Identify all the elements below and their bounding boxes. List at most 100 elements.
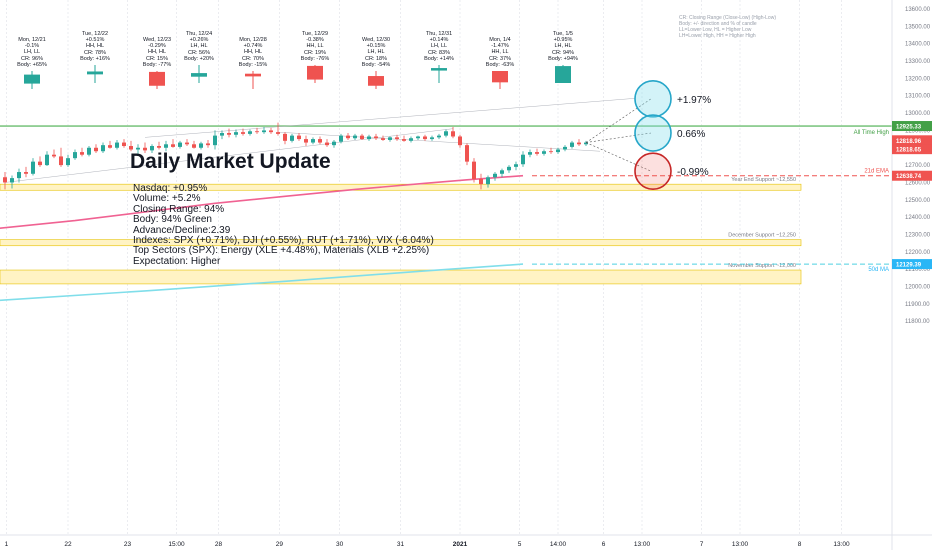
candle-body xyxy=(528,152,532,155)
legend-line: LL=Lower Low, HL = Higher Low xyxy=(679,27,752,33)
daily-caption: Mon, 12/21 -0.1% LH, LL CR: 96% Body: +65% xyxy=(0,37,64,68)
candle-body xyxy=(171,144,175,147)
mini-candle-body xyxy=(307,65,323,80)
candle-body xyxy=(374,136,378,139)
caption-line: HH, LL xyxy=(306,43,324,50)
caption-line: CR: 15% xyxy=(145,55,168,62)
candle-body xyxy=(353,135,357,139)
price-label: 12129.39 xyxy=(896,263,922,269)
candle-body xyxy=(514,164,518,167)
caption-line: HH, HL xyxy=(147,49,167,56)
projection-circle xyxy=(634,114,672,152)
ma50-line xyxy=(0,263,524,302)
candle-body xyxy=(556,149,560,153)
caption-line: CR: 19% xyxy=(303,49,326,56)
candle-body xyxy=(66,158,70,166)
caption-line: LH, LL xyxy=(430,43,448,50)
caption-line: Body: -54% xyxy=(361,61,391,68)
x-tick-label: 8 xyxy=(798,541,802,548)
caption-line: Tue, 1/5 xyxy=(553,31,573,37)
x-tick-label: 13:00 xyxy=(833,541,850,548)
x-tick-label: 13:00 xyxy=(732,541,749,548)
legend-line: CR: Closing Range (Close-Low) (High-Low) xyxy=(679,15,776,21)
caption-line: CR: 94% xyxy=(551,49,574,56)
y-tick-label: 13500.00 xyxy=(905,24,931,30)
candle-body xyxy=(52,154,56,157)
legend-notes: CR: Closing Range (Close-Low) (High-Low)… xyxy=(679,15,776,39)
caption-line: Thu, 12/31 xyxy=(425,31,453,37)
price-label-box xyxy=(892,121,932,132)
caption-line: +0.51% xyxy=(85,37,105,44)
caption-line: LH, HL xyxy=(367,49,385,56)
note-line: Nasdaq: +0.95% xyxy=(133,183,208,194)
y-tick-label: 12300.00 xyxy=(905,232,931,238)
daily-caption: Mon, 1/4 -1.47% HH, LL CR: 37% Body: -63% xyxy=(468,37,532,68)
candle-body xyxy=(255,131,259,133)
candle-body xyxy=(444,131,448,136)
candle-body xyxy=(577,142,581,145)
caption-line: HH, LL xyxy=(491,49,509,56)
caption-line: LH, HL xyxy=(190,43,208,50)
candle-body xyxy=(437,135,441,138)
caption-line: Body: -15% xyxy=(238,61,268,68)
candle-body xyxy=(220,133,224,136)
ema21-line xyxy=(0,174,524,230)
candle-body xyxy=(157,146,161,148)
candle-body xyxy=(395,137,399,140)
price-label-box xyxy=(892,259,932,270)
note-line: Closing Range: 94% xyxy=(133,203,225,215)
x-tick-label: 13:00 xyxy=(634,541,651,548)
candle-body xyxy=(479,178,483,185)
candle-body xyxy=(3,177,7,183)
caption-line: -1.47% xyxy=(491,43,509,50)
mini-candle-body xyxy=(555,66,571,83)
caption-line: CR: 18% xyxy=(364,55,387,62)
candle-body xyxy=(115,142,119,148)
caption-line: LH, LL xyxy=(23,49,41,56)
caption-line: CR: 78% xyxy=(83,49,106,56)
candle-body xyxy=(549,151,553,153)
candle-body xyxy=(409,138,413,141)
projection-path xyxy=(585,132,652,143)
caption-line: Body: +20% xyxy=(184,55,214,62)
caption-line: Mon, 1/4 xyxy=(489,37,511,43)
candle-body xyxy=(59,156,63,166)
candle-body xyxy=(472,161,476,179)
x-tick-label: 28 xyxy=(215,541,223,548)
y-tick-label: 12100.00 xyxy=(905,267,931,273)
caption-line: Wed, 12/23 xyxy=(142,37,172,43)
daily-caption: Tue, 1/5 +0.95% LH, HL CR: 94% Body: +94% xyxy=(531,31,595,62)
projection-label: +1.97% xyxy=(677,95,711,106)
caption-line: Body: -77% xyxy=(142,61,172,68)
candle-body xyxy=(465,145,469,162)
note-line: Body: 94% Green xyxy=(133,214,212,226)
candle-body xyxy=(563,146,567,150)
price-label-box xyxy=(892,170,932,181)
support-zone-label: November Support ~12,000 xyxy=(728,263,796,269)
candle-body xyxy=(290,135,294,141)
candle-body xyxy=(542,151,546,154)
candle-body xyxy=(325,142,329,146)
candle-body xyxy=(486,177,490,185)
y-tick-label: 13600.00 xyxy=(905,7,931,13)
candle-body xyxy=(248,131,252,134)
candle-body xyxy=(360,135,364,140)
candle-body xyxy=(535,152,539,154)
candle-body xyxy=(493,173,497,178)
support-zone xyxy=(0,239,802,247)
y-tick-label: 11900.00 xyxy=(905,302,930,308)
x-tick-label: 6 xyxy=(602,541,606,548)
daily-caption: Wed, 12/23 -0.29% HH, HL CR: 15% Body: -77% xyxy=(125,37,189,68)
y-tick-label: 12700.00 xyxy=(905,163,931,169)
candle-body xyxy=(122,142,126,147)
candle-body xyxy=(367,136,371,140)
y-tick-label: 13000.00 xyxy=(905,111,931,117)
note-line: Advance/Decline:2.39 xyxy=(133,224,231,236)
level-label: All Time High xyxy=(854,130,889,136)
caption-line: -0.1% xyxy=(24,43,40,50)
candle-body xyxy=(206,143,210,146)
candle-body xyxy=(500,170,504,174)
caption-line: Body: +65% xyxy=(17,61,47,68)
price-label: 12818.65 xyxy=(896,148,922,154)
